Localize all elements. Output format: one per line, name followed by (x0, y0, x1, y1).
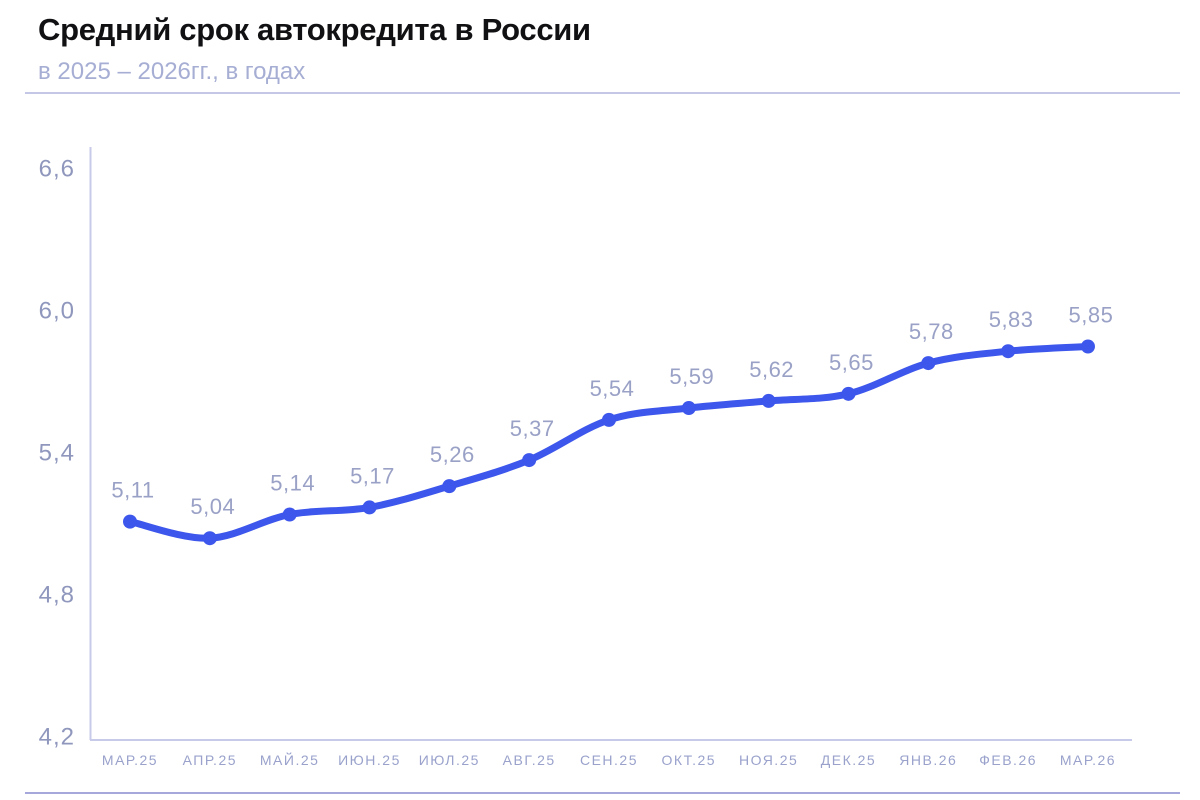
y-tick-label: 6,6 (39, 156, 75, 183)
x-tick-label: АПР.25 (183, 752, 237, 768)
data-point (921, 356, 936, 371)
data-point-label: 5,62 (749, 357, 794, 382)
data-point (761, 393, 776, 408)
data-point-label: 5,78 (909, 319, 954, 344)
y-tick-label: 5,4 (39, 440, 75, 467)
x-tick-label: АВГ.25 (503, 752, 556, 768)
chart-subtitle: в 2025 – 2026гг., в годах (38, 58, 306, 85)
x-tick-label: МАР.26 (1060, 752, 1116, 768)
x-tick-label: МАЙ.25 (260, 751, 320, 768)
data-point-label: 5,37 (510, 416, 555, 441)
data-point-label: 5,04 (190, 494, 235, 519)
data-point (123, 514, 137, 529)
data-point-label: 5,26 (430, 442, 475, 467)
data-point (282, 507, 297, 522)
data-point-label: 5,59 (669, 364, 714, 389)
y-tick-label: 6,0 (39, 298, 75, 325)
y-tick-label: 4,8 (39, 582, 75, 609)
x-tick-label: ОКТ.25 (662, 752, 717, 768)
data-point (202, 531, 217, 546)
data-point-label: 5,65 (829, 350, 874, 375)
data-point (362, 500, 377, 515)
data-point-label: 5,83 (989, 307, 1034, 332)
data-point (522, 453, 537, 468)
data-point-label: 5,54 (590, 376, 635, 401)
data-point (841, 386, 856, 401)
data-point (1001, 344, 1016, 359)
x-tick-label: ДЕК.25 (821, 752, 876, 768)
data-point (1080, 339, 1095, 354)
data-point-label: 5,85 (1069, 303, 1114, 328)
x-tick-label: СЕН.25 (580, 752, 638, 768)
x-tick-label: МАР.25 (102, 752, 158, 768)
data-point-label: 5,11 (111, 478, 154, 503)
x-tick-label: ЯНВ.26 (899, 752, 957, 768)
data-point (442, 479, 457, 494)
x-tick-label: ИЮЛ.25 (419, 752, 480, 768)
data-point (681, 401, 696, 416)
x-tick-label: ФЕВ.26 (979, 752, 1037, 768)
header-divider (25, 92, 1180, 94)
chart-title: Средний срок автокредита в России (38, 12, 591, 47)
x-tick-label: НОЯ.25 (739, 752, 798, 768)
data-point-label: 5,17 (350, 463, 395, 488)
y-tick-label: 4,2 (39, 724, 75, 751)
data-point (601, 412, 616, 427)
footer-divider (25, 792, 1180, 794)
x-tick-label: ИЮН.25 (338, 752, 401, 768)
data-point-label: 5,14 (270, 471, 315, 496)
